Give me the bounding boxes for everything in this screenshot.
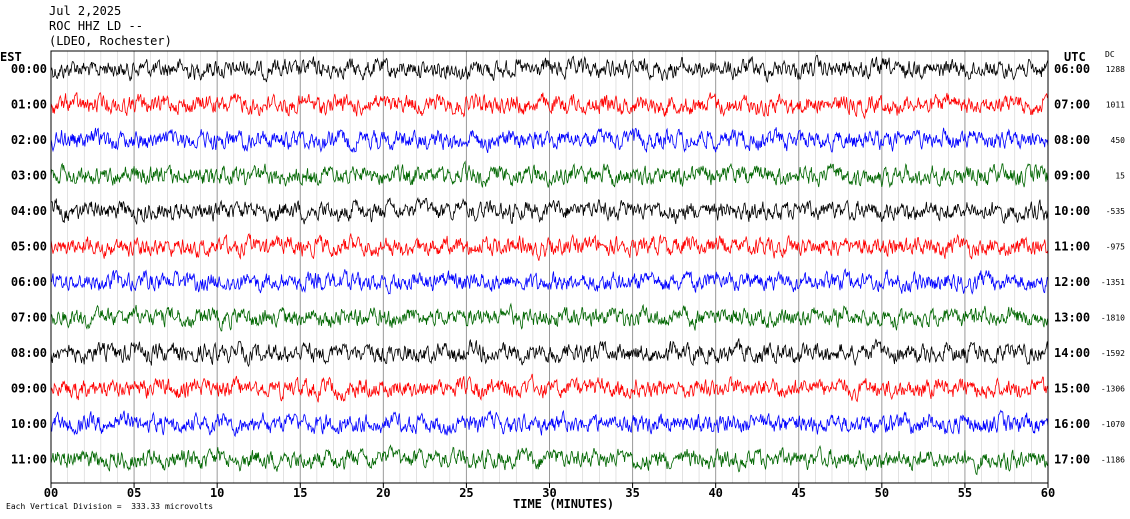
utc-tick-label: 14:00 [1054,346,1090,360]
plot-frame [50,50,1049,488]
utc-tick-label: 08:00 [1054,133,1090,147]
trace-0000 [50,54,1049,84]
grid-lines [67,51,1032,483]
x-tick-label: 35 [625,486,639,500]
x-tick-label: 50 [875,486,889,500]
trace-0500 [50,233,1049,261]
dc-value: 450 [1111,136,1126,145]
dc-value: -1070 [1101,420,1125,429]
x-tick-label: 45 [792,486,806,500]
est-tick-label: 03:00 [11,169,47,183]
trace-0800 [50,338,1049,368]
dc-value: -1810 [1101,314,1125,323]
trace-1000 [50,409,1049,438]
axis-labels: 00:00 06:00 1288 01:00 07:00 1011 02:00 08:00 45… [11,62,1125,500]
utc-tick-label: 17:00 [1054,453,1090,467]
est-tick-label: 10:00 [11,417,47,431]
trace-0700 [50,302,1049,332]
dc-value: 1011 [1106,101,1125,110]
station-name: (LDEO, Rochester) [49,34,172,48]
dc-value: -1186 [1101,456,1125,465]
est-tick-label: 02:00 [11,133,47,147]
x-tick-label: 40 [708,486,722,500]
est-tick-label: 06:00 [11,275,47,289]
seismic-traces [50,54,1049,476]
x-tick-label: 15 [293,486,307,500]
dc-value: -535 [1106,207,1125,216]
dc-value: 1288 [1106,65,1125,74]
utc-tick-label: 07:00 [1054,98,1090,112]
est-tick-label: 04:00 [11,204,47,218]
trace-1100 [50,444,1049,476]
trace-0100 [50,92,1049,120]
est-tick-label: 07:00 [11,311,47,325]
trace-0900 [50,373,1049,403]
dc-value: 15 [1115,172,1125,181]
vertical-scale-note: Each Vertical Division = 333.33 microvol… [6,502,214,511]
est-tick-label: 05:00 [11,240,47,254]
trace-0200 [50,127,1049,153]
x-tick-label: 00 [44,486,58,500]
x-axis-title: TIME (MINUTES) [513,497,615,511]
x-tick-label: 10 [210,486,224,500]
utc-tick-label: 06:00 [1054,62,1090,76]
dc-value: -975 [1106,243,1125,252]
station-code: ROC HHZ LD -- [49,19,143,33]
x-tick-label: 55 [958,486,972,500]
x-tick-label: 05 [127,486,141,500]
utc-tick-label: 09:00 [1054,169,1090,183]
utc-tick-label: 15:00 [1054,382,1090,396]
utc-tick-label: 11:00 [1054,240,1090,254]
utc-tick-label: 13:00 [1054,311,1090,325]
est-tick-label: 00:00 [11,62,47,76]
left-axis-label: EST [0,50,22,64]
station-date: Jul 2,2025 [49,4,122,18]
dc-label: DC [1105,50,1115,59]
x-tick-label: 20 [376,486,390,500]
utc-tick-label: 12:00 [1054,275,1090,289]
est-tick-label: 09:00 [11,382,47,396]
x-tick-label: 60 [1041,486,1055,500]
x-tick-label: 30 [542,486,556,500]
dc-value: -1351 [1101,278,1125,287]
utc-tick-label: 16:00 [1054,417,1090,431]
trace-0300 [50,160,1049,189]
trace-0600 [50,268,1049,295]
est-tick-label: 01:00 [11,98,47,112]
utc-tick-label: 10:00 [1054,204,1090,218]
right-axis-label: UTC [1064,50,1086,64]
est-tick-label: 08:00 [11,346,47,360]
dc-value: -1306 [1101,385,1125,394]
x-tick-label: 25 [459,486,473,500]
dc-value: -1592 [1101,349,1125,358]
est-tick-label: 11:00 [11,453,47,467]
trace-0400 [50,196,1049,225]
